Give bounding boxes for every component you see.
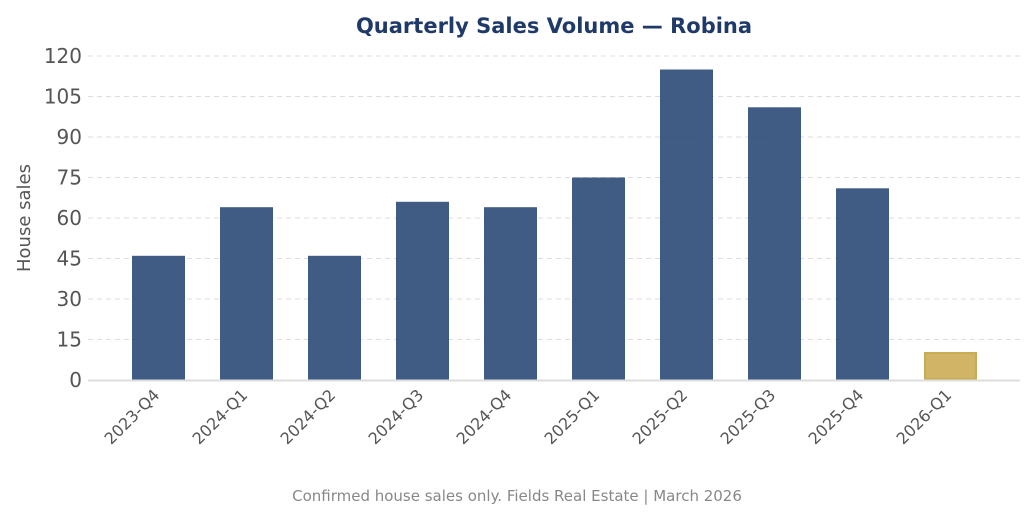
x-tick-label: 2025-Q4 [804, 385, 867, 448]
chart-title: Quarterly Sales Volume — Robina [356, 14, 752, 38]
x-tick-label: 2024-Q1 [188, 385, 251, 448]
bar [396, 201, 449, 380]
bar [836, 188, 889, 380]
x-tick-label: 2025-Q2 [628, 385, 691, 448]
x-tick-label: 2024-Q4 [452, 385, 515, 448]
y-tick-label: 30 [57, 287, 82, 311]
bar [748, 107, 801, 381]
y-tick-label: 45 [57, 247, 82, 271]
y-tick-label: 105 [44, 85, 82, 109]
x-tick-label: 2024-Q2 [276, 385, 339, 448]
bar [572, 177, 625, 380]
x-tick-label: 2023-Q4 [100, 385, 163, 448]
footnote: Confirmed house sales only. Fields Real … [292, 487, 742, 505]
y-tick-label: 60 [57, 206, 82, 230]
bar [220, 207, 273, 380]
bar [132, 255, 185, 380]
bar [484, 207, 537, 380]
y-axis-label: House sales [14, 164, 35, 272]
y-tick-label: 120 [44, 44, 82, 68]
y-tick-label: 0 [69, 368, 82, 392]
y-tick-label: 90 [57, 125, 82, 149]
x-tick-label: 2026-Q1 [892, 385, 955, 448]
x-tick-label: 2024-Q3 [364, 385, 427, 448]
bar [308, 255, 361, 380]
bar [924, 352, 977, 380]
y-tick-label: 15 [57, 328, 82, 352]
x-tick-label: 2025-Q1 [540, 385, 603, 448]
bar [660, 69, 713, 380]
x-tick-label: 2025-Q3 [716, 385, 779, 448]
y-tick-label: 75 [57, 166, 82, 190]
